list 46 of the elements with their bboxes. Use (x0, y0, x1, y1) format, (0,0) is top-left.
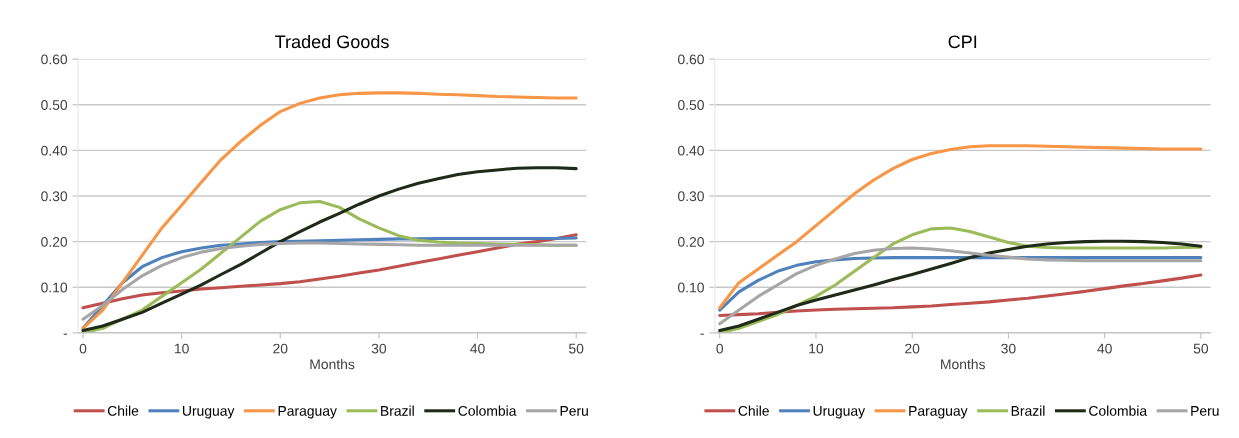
y-tick-label: 0.30 (678, 191, 704, 202)
y-tick-label: 0.50 (678, 100, 704, 110)
y-tick-label: - (63, 333, 68, 335)
x-tick-label: 10 (174, 343, 189, 354)
legend-label: Colombia (1089, 405, 1148, 416)
x-tick-label: 10 (809, 343, 824, 354)
y-tick-label: 0.30 (41, 191, 68, 202)
line-series (81, 91, 578, 330)
y-tick-label: 0.50 (41, 100, 68, 110)
line-series (81, 166, 578, 333)
legend-label: Brazil (381, 405, 414, 416)
y-tick-label: 0.20 (678, 236, 704, 247)
x-tick-label: 0 (716, 343, 724, 354)
y-tick-label: 0.60 (41, 54, 68, 65)
x-tick-label: 40 (470, 343, 485, 354)
chart-title: Traded Goods (275, 34, 389, 49)
legend-label: Paraguay (909, 406, 968, 419)
legend-label: Uruguay (183, 406, 235, 419)
x-tick-label: 0 (79, 343, 87, 354)
y-tick-label: 0.40 (678, 145, 704, 156)
x-tick-label: 20 (273, 343, 288, 354)
legend-label: Peru (1191, 406, 1219, 416)
y-tick-label: 0.20 (41, 236, 68, 247)
y-tick-label: 0.60 (678, 54, 704, 65)
legend-label: Paraguay (278, 406, 337, 419)
x-axis-title: Months (310, 359, 355, 370)
legend-label: Peru (560, 406, 588, 416)
x-tick-label: 20 (905, 343, 920, 354)
x-tick-label: 50 (569, 343, 584, 354)
x-tick-label: 50 (1193, 343, 1209, 354)
legend-label: Uruguay (813, 406, 866, 419)
y-tick-label: 0.40 (41, 145, 68, 156)
legend-label: Brazil (1011, 405, 1045, 416)
line-series (718, 144, 1203, 310)
legend-label: Chile (738, 405, 769, 416)
legend-label: Chile (107, 405, 139, 416)
x-tick-label: 30 (371, 343, 387, 354)
line-series (718, 273, 1203, 318)
y-tick-label: 0.10 (678, 282, 704, 293)
x-tick-label: 40 (1097, 343, 1112, 354)
y-tick-label: 0.10 (41, 282, 68, 293)
legend-label: Colombia (458, 405, 517, 416)
y-tick-label: - (700, 333, 704, 335)
x-tick-label: 30 (1001, 343, 1016, 354)
chart-title: CPI (948, 35, 977, 49)
x-axis-title: Months (941, 359, 985, 370)
